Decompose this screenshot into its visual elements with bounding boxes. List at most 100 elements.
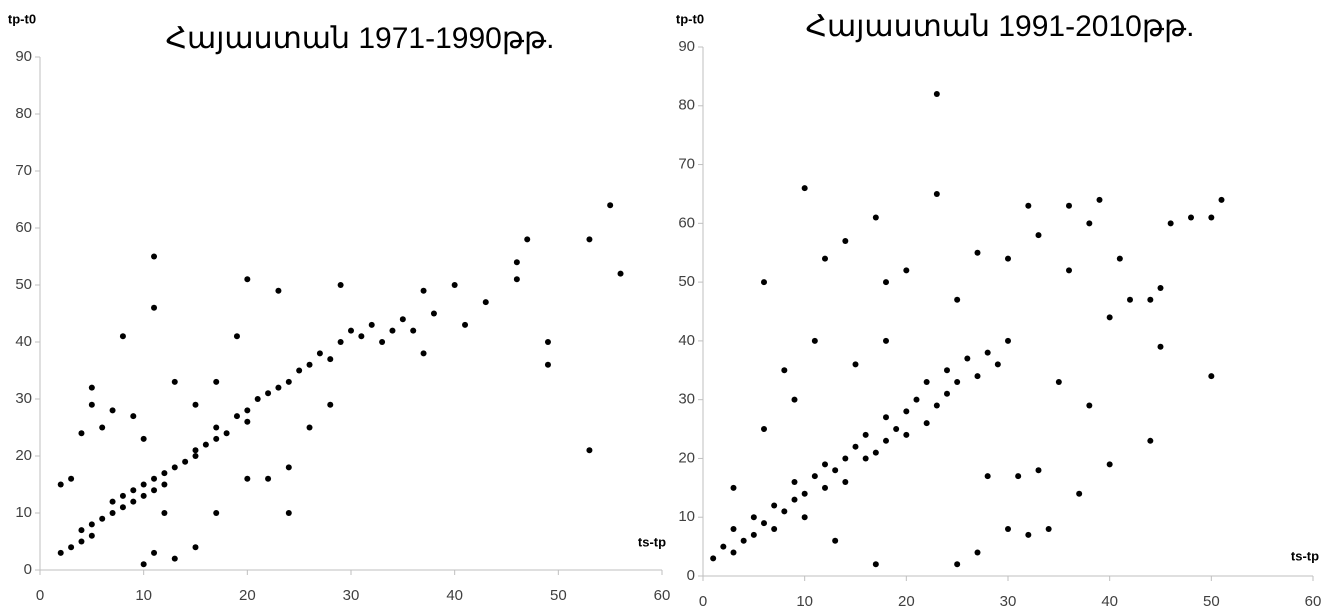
point xyxy=(1096,196,1103,203)
point xyxy=(119,333,126,340)
point xyxy=(182,458,189,465)
point xyxy=(1055,379,1062,386)
x-tick-label: 40 xyxy=(446,587,463,604)
y-tick-label: 0 xyxy=(24,561,32,578)
point xyxy=(974,373,981,380)
point xyxy=(730,549,737,556)
point xyxy=(285,464,292,471)
point xyxy=(265,390,272,397)
point xyxy=(192,401,199,408)
x-tick-label: 10 xyxy=(796,593,813,610)
point xyxy=(223,430,230,437)
point xyxy=(233,333,240,340)
point xyxy=(761,426,767,433)
point xyxy=(265,475,272,482)
point xyxy=(944,390,950,397)
point xyxy=(161,510,168,516)
point xyxy=(842,237,849,244)
point xyxy=(1188,214,1194,221)
point xyxy=(730,525,737,532)
point xyxy=(1015,473,1022,480)
y-tick-label: 40 xyxy=(678,332,695,349)
y-tick-label: 30 xyxy=(15,390,32,407)
point xyxy=(462,321,469,328)
point xyxy=(761,279,767,286)
point xyxy=(994,361,1001,368)
point xyxy=(192,447,199,454)
y-tick-label: 10 xyxy=(15,504,32,521)
point xyxy=(586,447,593,454)
point xyxy=(358,333,365,340)
point xyxy=(903,408,910,415)
x-tick-label: 20 xyxy=(898,593,915,610)
point xyxy=(192,453,199,459)
point xyxy=(1116,255,1123,262)
point xyxy=(923,420,930,427)
point xyxy=(944,367,950,374)
point xyxy=(954,561,961,568)
point xyxy=(903,267,910,274)
point xyxy=(151,549,158,556)
point xyxy=(750,531,757,538)
point xyxy=(57,549,64,556)
point xyxy=(88,384,95,391)
point xyxy=(974,249,981,256)
point xyxy=(750,514,757,521)
point xyxy=(140,492,147,499)
point xyxy=(130,487,137,494)
point xyxy=(872,561,879,568)
point xyxy=(1106,314,1113,321)
point xyxy=(420,350,427,357)
point xyxy=(130,498,137,505)
point xyxy=(720,543,727,550)
point xyxy=(893,426,900,433)
point xyxy=(337,282,344,288)
y-tick-label: 10 xyxy=(678,508,695,525)
y-tick-label: 50 xyxy=(15,276,32,293)
point xyxy=(954,296,961,303)
point xyxy=(933,91,940,98)
x-tick-label: 30 xyxy=(343,587,360,604)
point xyxy=(781,367,788,374)
point xyxy=(88,532,95,539)
point xyxy=(99,515,106,522)
point xyxy=(244,475,251,482)
point xyxy=(872,214,879,221)
point xyxy=(327,356,334,363)
point xyxy=(1005,337,1011,344)
point xyxy=(984,473,991,480)
point xyxy=(771,502,778,509)
point xyxy=(964,355,971,362)
y-tick-label: 20 xyxy=(15,447,32,464)
point xyxy=(171,555,178,562)
point xyxy=(306,361,313,368)
point xyxy=(544,361,551,368)
point xyxy=(151,304,158,311)
point xyxy=(399,316,406,323)
point xyxy=(161,481,168,488)
point xyxy=(883,279,889,286)
y-tick-label: 60 xyxy=(15,219,32,236)
x-axis-label: ts-tp xyxy=(1291,548,1319,563)
point xyxy=(586,236,593,243)
point xyxy=(88,401,95,408)
y-tick-label: 70 xyxy=(15,162,32,179)
point xyxy=(513,259,520,266)
point xyxy=(791,478,798,485)
point xyxy=(161,470,168,477)
point xyxy=(78,527,85,534)
point xyxy=(903,431,910,438)
x-tick-label: 50 xyxy=(550,587,567,604)
point xyxy=(1147,437,1154,444)
point xyxy=(233,413,240,420)
y-axis-label: tp-t0 xyxy=(676,11,704,26)
point xyxy=(68,475,75,482)
point xyxy=(213,435,220,442)
point xyxy=(933,402,940,409)
point xyxy=(913,396,920,403)
point xyxy=(451,282,458,288)
point xyxy=(730,484,737,491)
point xyxy=(140,561,147,568)
point xyxy=(524,236,531,243)
point xyxy=(954,379,961,386)
